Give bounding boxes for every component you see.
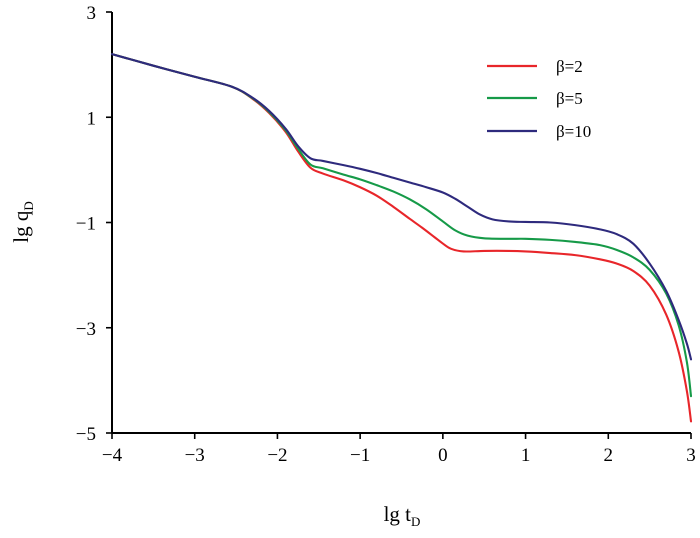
axes: −4 −3 −2 −1 0 1 2 3 3 1 −1 −3 −5 [76, 3, 696, 466]
x-axis-title-subscript: D [411, 514, 420, 529]
legend-label-beta-10: β=10 [556, 122, 591, 141]
series-group [110, 53, 693, 423]
series-line-beta-2 [110, 53, 693, 423]
legend-label-beta-5: β=5 [556, 89, 583, 108]
legend-item-beta-10: β=10 [487, 122, 591, 141]
series-line-beta-5 [110, 53, 693, 398]
x-tick-label: −2 [267, 445, 287, 466]
x-tick-label: −1 [350, 445, 370, 466]
legend-item-beta-5: β=5 [487, 89, 583, 108]
y-ticks: 3 1 −1 −3 −5 [76, 3, 112, 445]
y-tick-label: −3 [76, 319, 96, 340]
legend-label-beta-2: β=2 [556, 57, 583, 76]
y-axis-title-subscript: D [21, 201, 36, 210]
y-tick-label: −5 [76, 424, 96, 445]
series-line-beta-10 [110, 53, 693, 361]
x-tick-label: 1 [521, 445, 531, 466]
y-tick-label: −1 [76, 214, 96, 235]
x-axis-title-main: lg t [384, 502, 412, 526]
x-tick-label: 3 [686, 445, 696, 466]
x-tick-label: 0 [438, 445, 448, 466]
x-ticks: −4 −3 −2 −1 0 1 2 3 [102, 433, 696, 466]
y-axis-title-main: lg q [9, 210, 33, 243]
legend: β=2 β=5 β=10 [487, 57, 591, 141]
x-tick-label: −3 [185, 445, 205, 466]
x-axis-title: lg tD [384, 502, 421, 529]
x-tick-label: 2 [604, 445, 614, 466]
y-axis-title: lg qD [9, 201, 36, 242]
legend-item-beta-2: β=2 [487, 57, 583, 76]
y-tick-label: 1 [87, 108, 97, 129]
y-tick-label: 3 [87, 3, 97, 24]
x-tick-label: −4 [102, 445, 123, 466]
